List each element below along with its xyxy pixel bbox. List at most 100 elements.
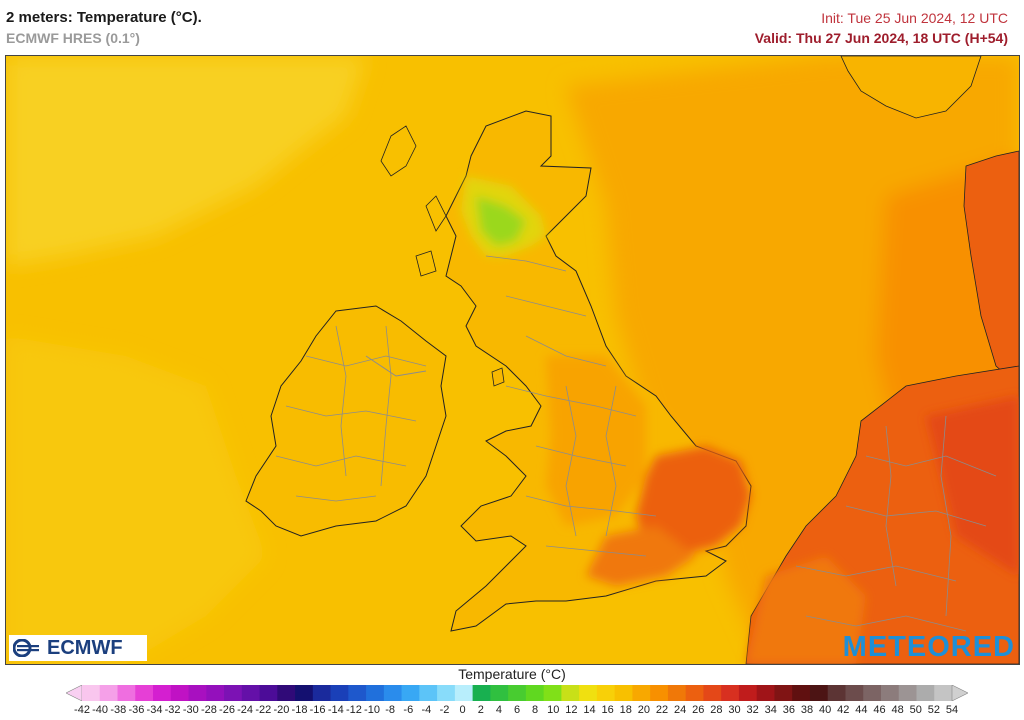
header-right: Init: Tue 25 Jun 2024, 12 UTC Valid: Thu…	[755, 8, 1008, 48]
colorbar-tick-label: -40	[92, 704, 109, 716]
colorbar-tick-label: -6	[403, 704, 414, 716]
colorbar-tick-label: -22	[255, 704, 272, 716]
colorbar-tick-label: -2	[439, 704, 450, 716]
denmark-land	[963, 150, 1019, 387]
colorbar-segment	[366, 685, 385, 701]
colorbar-tick-label: 38	[800, 704, 814, 716]
init-time: Init: Tue 25 Jun 2024, 12 UTC	[821, 10, 1008, 26]
colorbar-tick-label: 4	[495, 704, 502, 716]
colorbar-segment	[241, 685, 260, 701]
colorbar-segment	[490, 685, 509, 701]
colorbar-segment	[632, 685, 651, 701]
colorbar-tick-label: 34	[764, 704, 777, 716]
colorbar-segment	[916, 685, 935, 701]
colorbar-segment	[135, 685, 154, 701]
colorbar-ticks: -42 -40 -38 -36 -34 -32 -30 -28 -26 -24 -22 -20 -18-…	[0, 704, 1024, 718]
header-left: 2 meters: Temperature (°C). ECMWF HRES (…	[6, 8, 202, 48]
colorbar-segment	[934, 685, 953, 701]
colorbar-tick-label: 54	[945, 704, 959, 716]
colorbar-segment	[472, 685, 491, 701]
colorbar-segment	[401, 685, 420, 701]
colorbar-tick-label: 52	[927, 704, 941, 716]
model-name: ECMWF HRES (0.1°)	[6, 30, 140, 46]
colorbar-segment	[792, 685, 811, 701]
colorbar-segment	[579, 685, 598, 701]
colorbar-tick-label: 14	[583, 704, 596, 716]
map-canvas	[6, 56, 1019, 664]
colorbar-tick-label: 50	[909, 704, 922, 716]
colorbar-segment	[738, 685, 758, 701]
colorbar-segment	[703, 685, 722, 701]
colorbar-tick-label: -4	[421, 704, 432, 716]
colorbar-segment	[596, 685, 616, 701]
colorbar-tick-label: -38	[110, 704, 127, 716]
colorbar-segment	[863, 685, 882, 701]
colorbar-segment	[348, 685, 367, 701]
colorbar-segment	[525, 685, 545, 701]
colorbar-segment	[295, 685, 314, 701]
map-title: 2 meters: Temperature (°C).	[6, 9, 202, 26]
colorbar-tick-label: 8	[532, 704, 539, 716]
isle-of-man	[491, 367, 505, 387]
colorbar-tick-label: 24	[673, 704, 687, 716]
colorbar-segment	[827, 685, 846, 701]
colorbar-segment	[667, 685, 687, 701]
colorbar-segment	[809, 685, 829, 701]
colorbar-tick-label: 48	[891, 704, 904, 716]
norway-land	[840, 56, 982, 119]
legend-title: Temperature (°C)	[458, 666, 566, 682]
colorbar-segment	[454, 685, 474, 701]
southeast-england-hot-area	[546, 356, 751, 586]
ecmwf-logo-icon	[13, 639, 39, 657]
temperature-map[interactable]: ECMWF METEORED	[5, 55, 1020, 665]
colorbar-over-arrow	[951, 685, 968, 701]
colorbar-segment	[206, 685, 225, 701]
colorbar-tick-label: 20	[637, 704, 651, 716]
colorbar-tick-label: -16	[309, 704, 326, 716]
colorbar-segment	[508, 685, 527, 701]
colorbar-tick-label: 26	[692, 704, 705, 716]
colorbar-tick-label: 12	[565, 704, 578, 716]
colorbar-tick-label: 42	[837, 704, 850, 716]
colorbar-segment	[312, 685, 331, 701]
colorbar-tick-label: 22	[655, 704, 669, 716]
colorbar-segment	[419, 685, 438, 701]
colorbar-segment	[543, 685, 562, 701]
internal-borders	[275, 255, 997, 632]
colorbar-tick-label: 10	[547, 704, 560, 716]
valid-time: Valid: Thu 27 Jun 2024, 18 UTC (H+54)	[754, 30, 1008, 46]
colorbar-segment	[170, 685, 189, 701]
colorbar-segment	[561, 685, 580, 701]
colorbar-segment	[437, 685, 456, 701]
colorbar-segment	[774, 685, 793, 701]
colorbar-tick-label: -20	[273, 704, 290, 716]
colorbar-tick-label: -18	[291, 704, 308, 716]
colorbar-tick-label: 32	[746, 704, 759, 716]
colorbar-segment	[383, 685, 402, 701]
colorbar-segment	[756, 685, 775, 701]
colorbar-tick-label: 2	[477, 704, 484, 716]
colorbar-tick-label: 36	[782, 704, 796, 716]
meteored-logo: METEORED	[842, 631, 1015, 663]
colorbar-tick-label: 6	[513, 704, 521, 716]
colorbar-tick-label: 18	[619, 704, 632, 716]
colorbar-tick-label: -8	[385, 704, 395, 716]
colorbar-tick-label: 28	[710, 704, 723, 716]
colorbar-tick-label: -36	[128, 704, 145, 716]
colorbar-tick-label: 30	[728, 704, 741, 716]
colorbar-tick-label: 44	[855, 704, 868, 716]
colorbar-segment	[721, 685, 740, 701]
colorbar-segment	[82, 685, 101, 701]
colorbar-tick-label: 16	[601, 704, 614, 716]
colorbar-tick-label: 40	[818, 704, 832, 716]
colorbar-tick-label: -24	[237, 704, 254, 716]
colorbar-segment	[277, 685, 296, 701]
colorbar-segment	[614, 685, 633, 701]
colorbar-tick-label: -30	[182, 704, 199, 716]
colorbar-tick-label: -26	[219, 704, 235, 716]
colorbar-segment	[224, 685, 243, 701]
cool-sea-area	[6, 56, 366, 664]
colorbar-tick-label: -42	[74, 704, 90, 716]
colorbar-segment	[153, 685, 172, 701]
colorbar-segment	[188, 685, 207, 701]
